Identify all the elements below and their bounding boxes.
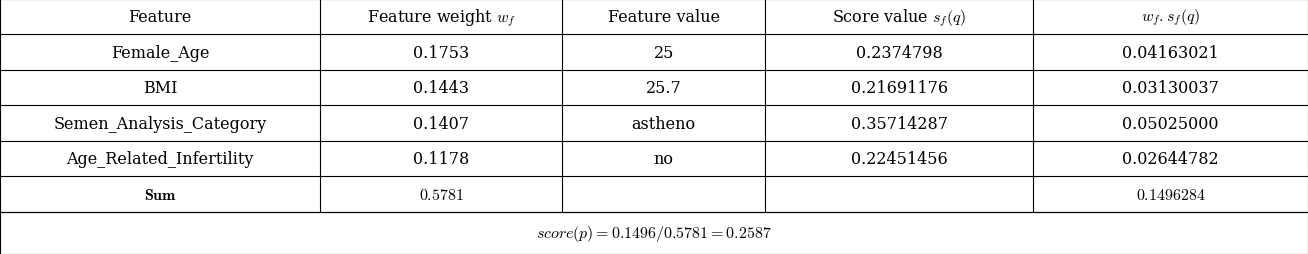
Text: 0.1443: 0.1443 [413,80,470,97]
Text: Semen_Analysis_Category: Semen_Analysis_Category [54,115,267,132]
Text: $\mathbf{Sum}$: $\mathbf{Sum}$ [144,186,177,203]
Text: Feature: Feature [128,9,192,26]
Text: Score value $s_f(q)$: Score value $s_f(q)$ [832,7,967,28]
Text: 0.22451456: 0.22451456 [852,151,947,168]
Text: 25.7: 25.7 [646,80,681,97]
Text: 0.21691176: 0.21691176 [850,80,948,97]
Text: Feature weight $w_f$: Feature weight $w_f$ [368,7,515,28]
Text: Female_Age: Female_Age [111,44,209,61]
Text: $w_f.s_f(q)$: $w_f.s_f(q)$ [1141,7,1201,28]
Text: 25: 25 [654,44,674,61]
Text: astheno: astheno [632,115,696,132]
Text: BMI: BMI [143,80,178,97]
Text: Feature value: Feature value [608,9,719,26]
Text: 0.05025000: 0.05025000 [1122,115,1219,132]
Text: no: no [654,151,674,168]
Text: 0.35714287: 0.35714287 [850,115,948,132]
Text: Age_Related_Infertility: Age_Related_Infertility [67,151,254,168]
Text: $\mathbf{0.5781}$: $\mathbf{0.5781}$ [419,186,464,203]
Text: 0.02644782: 0.02644782 [1122,151,1219,168]
Text: 0.1178: 0.1178 [413,151,470,168]
Text: 0.04163021: 0.04163021 [1122,44,1219,61]
Text: 0.2374798: 0.2374798 [855,44,943,61]
Text: $\mathbf{0.1496284}$: $\mathbf{0.1496284}$ [1135,186,1206,203]
Text: 0.03130037: 0.03130037 [1122,80,1219,97]
Text: $score(p) = 0.1496/0.5781 = \mathbf{0.2587}$: $score(p) = 0.1496/0.5781 = \mathbf{0.25… [536,223,772,243]
Text: 0.1753: 0.1753 [413,44,470,61]
Text: 0.1407: 0.1407 [413,115,470,132]
